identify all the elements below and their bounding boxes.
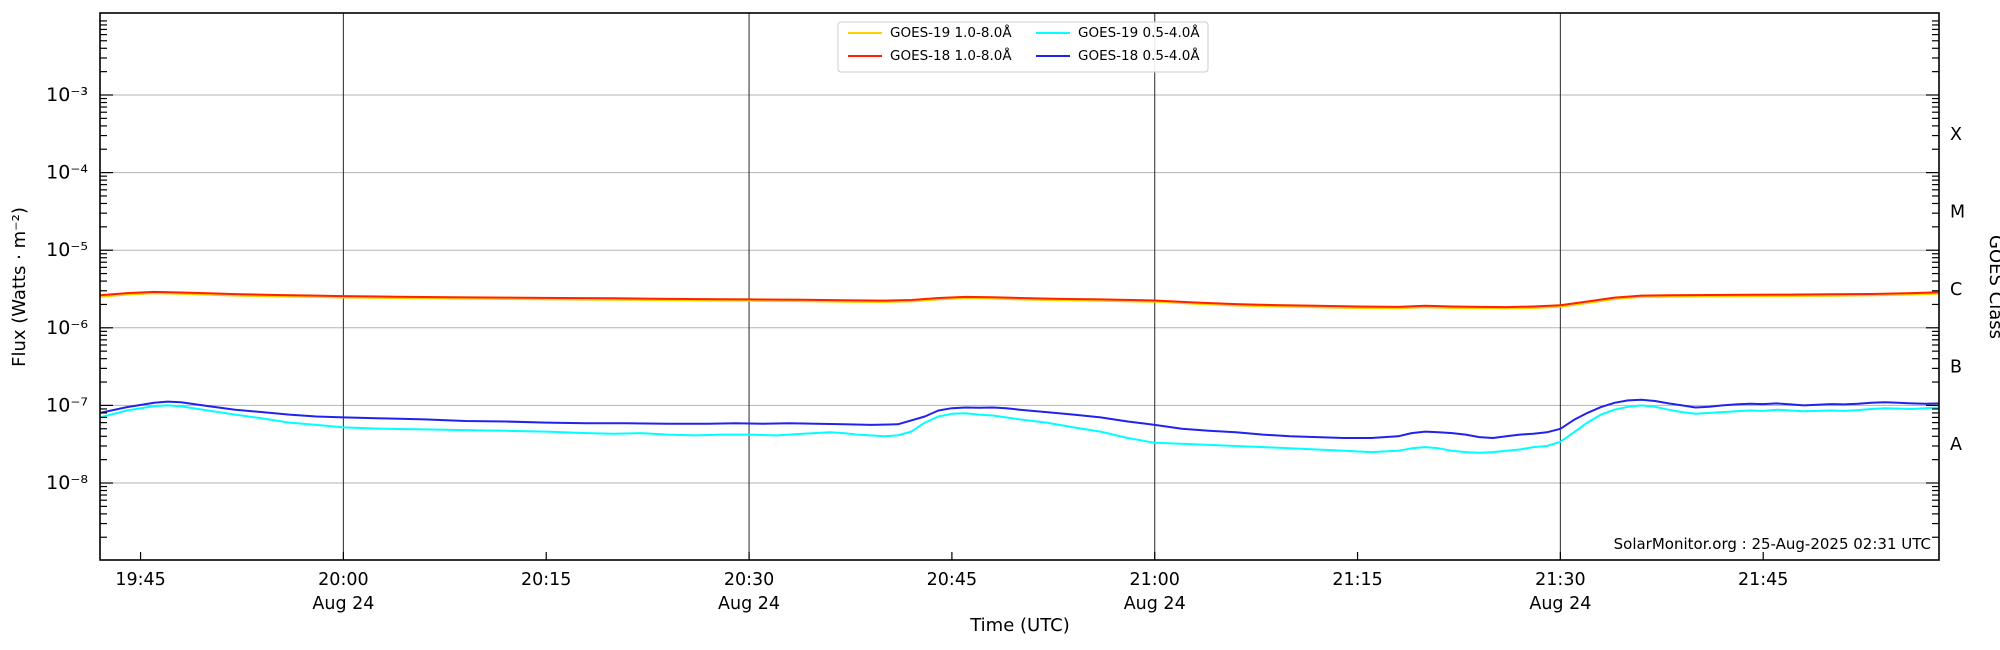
plot-frame [99,12,1940,561]
series-line-goes19_short [100,404,1939,454]
y-tick-label: 10⁻⁷ [46,394,88,416]
x-tick-label: 21:15 [1332,570,1382,590]
x-tick-label: 21:30 [1535,570,1585,590]
vertical-gridlines [342,13,1561,560]
x-tick-label: 20:45 [927,570,977,590]
solarmonitor-timestamp: SolarMonitor.org : 25-Aug-2025 02:31 UTC [1614,535,1931,553]
x-axis-title: Time (UTC) [969,615,1070,636]
right-axis-title: GOES Class [1985,235,2000,339]
goes-class-label: C [1950,280,1962,300]
goes-class-letters: X M C B A [1950,125,1965,455]
x-tick-label: 21:00 [1130,570,1180,590]
x-tick-label: 20:30 [724,570,774,590]
legend-label-goes18_long: GOES-18 1.0-8.0Å [890,47,1012,64]
y-tick-label: 10⁻⁴ [46,162,88,184]
legend-label-goes18_short: GOES-18 0.5-4.0Å [1078,47,1200,64]
x-tick-day-label: Aug 24 [1124,594,1186,614]
y-tick-label: 10⁻⁵ [46,239,88,261]
legend: GOES-19 1.0-8.0Å GOES-18 1.0-8.0Å GOES-19 … [837,21,1209,73]
goes-class-label: M [1950,202,1965,222]
x-tick-day-label: Aug 24 [1529,594,1591,614]
legend-label-goes19_short: GOES-19 0.5-4.0Å [1078,24,1200,41]
x-tick-label: 20:15 [521,570,571,590]
goes-class-label: X [1950,125,1962,145]
y-tick-label: 10⁻⁶ [46,317,88,339]
x-tick-label: 19:45 [115,570,165,590]
series-line-goes19_long [100,292,1939,310]
goes-class-label: B [1950,358,1962,378]
x-tick-label: 20:00 [318,570,368,590]
series-line-goes18_short [100,398,1939,439]
goes-class-label: A [1950,435,1962,455]
legend-label-goes19_long: GOES-19 1.0-8.0Å [890,24,1012,41]
x-tick-label: 21:45 [1738,570,1788,590]
series-line-goes18_long [100,290,1939,309]
x-axis-tick-labels: 19:45 20:00 Aug 24 20:15 20:30 Aug 24 20:45 21:… [115,570,1788,614]
y-tick-label: 10⁻⁸ [46,472,88,494]
axis-ticks [100,20,1939,560]
y-tick-label: 10⁻³ [46,84,88,106]
y-axis-tick-labels: 10⁻³ 10⁻⁴ 10⁻⁵ 10⁻⁶ 10⁻⁷ 10⁻⁸ [46,84,88,494]
x-tick-day-label: Aug 24 [312,594,374,614]
legend-box [837,21,1209,73]
horizontal-gridlines [100,94,1939,484]
x-tick-day-label: Aug 24 [718,594,780,614]
y-axis-title: Flux (Watts · m⁻²) [9,207,30,367]
flux-series-lines [100,290,1939,454]
